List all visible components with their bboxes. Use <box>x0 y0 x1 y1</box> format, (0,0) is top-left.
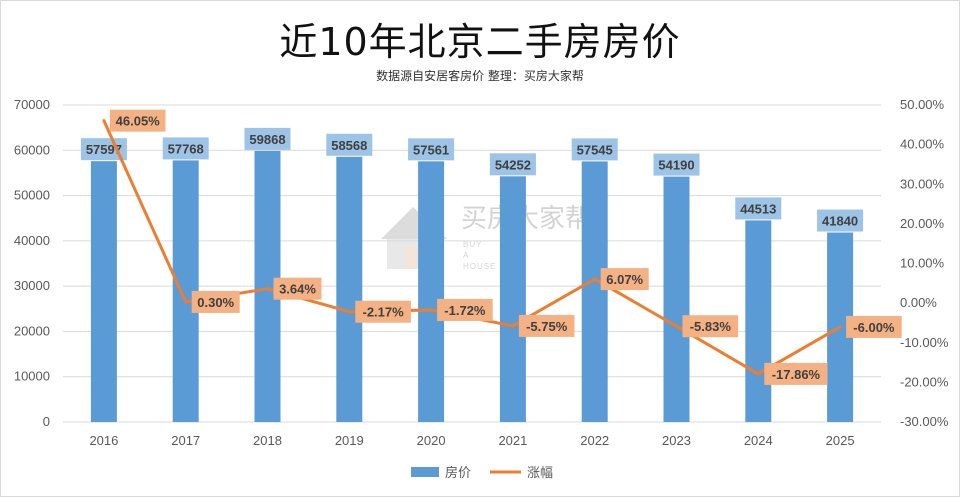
chart-title: 近10年北京二手房房价 <box>279 20 681 64</box>
rate-value-label: -1.72% <box>444 303 486 318</box>
rate-point <box>756 372 760 376</box>
bar <box>336 156 363 422</box>
y-left-tick-label: 0 <box>43 414 50 429</box>
bar-value-label: 57561 <box>413 142 449 157</box>
rate-point <box>593 277 597 281</box>
x-tick-label: 2020 <box>417 433 446 448</box>
bar-value-label-bg <box>326 133 373 156</box>
x-tick-label: 2018 <box>253 433 282 448</box>
y-left-tick-label: 70000 <box>14 97 50 112</box>
rate-value-label-bg <box>355 300 411 323</box>
y-right-tick-label: -20.00% <box>900 374 949 389</box>
rate-value-label-bg <box>437 298 493 321</box>
legend-bar-swatch <box>411 467 439 477</box>
bar-value-label-bg <box>571 138 618 161</box>
rate-point <box>511 324 515 328</box>
rate-value-label: 6.07% <box>606 272 643 287</box>
bar-value-label: 54252 <box>495 157 531 172</box>
rate-point <box>838 325 842 329</box>
watermark-text: 买房大家帮 <box>461 204 591 234</box>
rate-value-label-bg <box>273 277 322 300</box>
x-tick-label: 2022 <box>580 433 609 448</box>
x-tick-label: 2021 <box>498 433 527 448</box>
rate-value-label-bg <box>764 362 828 385</box>
y-right-tick-label: 0.00% <box>900 295 937 310</box>
rate-value-label: -5.83% <box>690 319 732 334</box>
bar-value-label: 57545 <box>577 142 613 157</box>
bar <box>499 176 526 422</box>
rate-value-label: -5.75% <box>526 319 568 334</box>
rate-value-label-bg <box>600 268 649 291</box>
y-right-tick-label: -30.00% <box>900 414 949 429</box>
bar-value-label: 57597 <box>86 142 122 157</box>
rate-value-label: 0.30% <box>197 295 234 310</box>
legend-line-label: 涨幅 <box>527 466 553 481</box>
rate-point <box>102 119 106 123</box>
y-left-tick-label: 10000 <box>14 369 50 384</box>
rate-value-label-bg <box>109 109 166 132</box>
y-right-tick-label: 50.00% <box>900 97 945 112</box>
watermark-sub-text: BUY <box>463 240 482 249</box>
rate-value-label: -2.17% <box>362 305 404 320</box>
rate-value-label: 3.64% <box>279 282 316 297</box>
bar-value-label-bg <box>817 209 864 232</box>
y-right-tick-label: 30.00% <box>900 176 945 191</box>
legend-bar-label: 房价 <box>445 465 471 481</box>
rate-value-label: 46.05% <box>116 114 161 129</box>
watermark: 买房大家帮 BUY A HOUSE <box>381 204 591 271</box>
bar-value-label-bg <box>735 197 782 220</box>
rate-value-label-bg <box>518 314 575 337</box>
rate-value-label-bg <box>191 290 240 313</box>
bar-value-label-bg <box>653 153 700 176</box>
chart-subtitle: 数据源自安居客房价 整理：买房大家帮 <box>376 69 584 83</box>
watermark-sub-text: HOUSE <box>463 262 496 271</box>
y-left-tick-label: 20000 <box>14 323 50 338</box>
x-tick-label: 2023 <box>662 433 691 448</box>
bar-value-label: 44513 <box>740 201 776 216</box>
bar <box>581 161 608 422</box>
bar <box>745 220 772 422</box>
y-left-tick-label: 40000 <box>14 233 50 248</box>
y-left-tick-label: 60000 <box>14 142 50 157</box>
rate-value-label: -17.86% <box>772 367 821 382</box>
rate-point <box>675 324 678 328</box>
x-tick-label: 2025 <box>826 433 855 448</box>
bar-value-label: 41840 <box>822 214 858 229</box>
x-tick-label: 2019 <box>335 433 364 448</box>
bar-value-label-bg <box>162 137 209 160</box>
bar-value-label: 57768 <box>168 141 204 156</box>
bar-value-label: 54190 <box>658 158 694 173</box>
x-tick-label: 2017 <box>171 433 200 448</box>
x-tick-label: 2024 <box>744 433 773 448</box>
bar <box>418 161 445 422</box>
bar-value-label: 59868 <box>249 132 285 147</box>
bar <box>663 176 690 422</box>
rate-point <box>347 310 351 314</box>
bar <box>90 161 117 422</box>
y-right-tick-label: 40.00% <box>900 137 945 152</box>
x-tick-label: 2016 <box>89 433 118 448</box>
bar-value-label-bg <box>489 153 536 176</box>
rate-point <box>184 300 188 304</box>
rate-point <box>266 287 269 291</box>
y-right-tick-label: -10.00% <box>900 335 949 350</box>
y-right-tick-label: 10.00% <box>900 256 945 271</box>
rate-value-label: -6.00% <box>853 320 895 335</box>
legend: 房价 涨幅 <box>411 465 553 481</box>
bar-value-label-bg <box>244 127 291 150</box>
y-left-tick-label: 50000 <box>14 188 50 203</box>
rate-point <box>429 308 433 312</box>
watermark-sub-text: A <box>463 251 469 260</box>
rate-value-label-bg <box>682 315 739 338</box>
bar-value-label: 58568 <box>331 138 367 153</box>
y-left-tick-label: 30000 <box>14 278 50 293</box>
rate-value-label-bg <box>846 315 902 338</box>
y-right-tick-label: 20.00% <box>900 216 945 231</box>
bar-value-label-bg <box>408 138 455 161</box>
